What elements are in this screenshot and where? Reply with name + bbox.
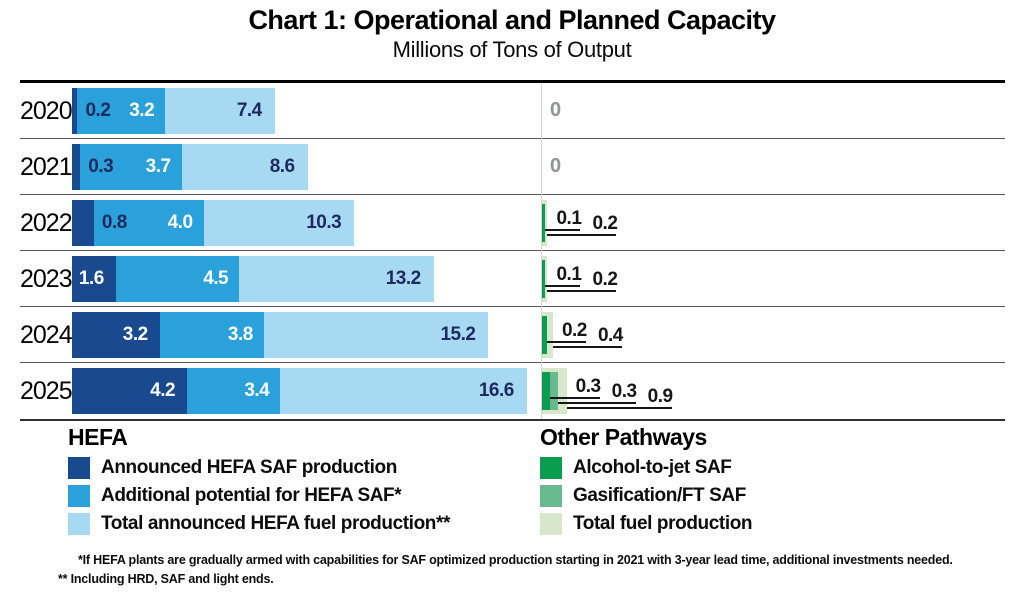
bar-value-label: 3.2: [129, 100, 155, 121]
legend-hefa-heading: HEFA: [68, 424, 128, 450]
other-value-label: 0.4: [597, 325, 623, 346]
bar-value-label: 3.8: [227, 324, 253, 345]
footnote-including-hrd: ** Including HRD, SAF and light ends.: [58, 572, 274, 586]
additional-hefa-swatch: [68, 484, 90, 507]
other-value-label: 0.3: [575, 376, 601, 397]
hefa-additional-bar: [72, 200, 204, 246]
bar-value-label: 0.8: [101, 212, 127, 233]
bar-value-label: 15.2: [440, 324, 476, 345]
other-value-label: 0.1: [556, 264, 582, 285]
atj-bar: [542, 204, 545, 242]
label-leader-line: [544, 229, 581, 231]
year-label: 2023: [20, 264, 73, 293]
legend-hefa: HEFA Announced HEFA SAF production Addit…: [68, 424, 450, 540]
label-leader-line: [552, 346, 622, 348]
legend-other-heading: Other Pathways: [540, 424, 707, 450]
total-hefa-swatch: [68, 512, 90, 535]
bar-value-label: 13.2: [385, 268, 421, 289]
chart-area: 2020 0.2 3.2 7.4 0 2021 0.3 3.7 8.6 0 2022 0.8 4.0 10…: [20, 80, 1005, 421]
year-label: 2021: [20, 152, 73, 181]
other-value-label: 0.9: [647, 386, 673, 407]
legend-item-hefa-total: Total announced HEFA fuel production**: [68, 512, 450, 535]
chart-subtitle: Millions of Tons of Output: [392, 37, 632, 62]
atj-bar: [542, 372, 551, 410]
hefa-additional-bar: [72, 88, 166, 134]
bar-value-label: 16.6: [478, 380, 514, 401]
label-leader-line: [547, 290, 617, 292]
year-label: 2025: [20, 376, 73, 405]
legend-item-announced: Announced HEFA SAF production: [68, 456, 450, 479]
other-value-label: 0.2: [592, 269, 618, 290]
bar-value-label: 1.6: [78, 268, 104, 289]
chart-row-2023: 2023 1.6 4.5 13.2 0.1 0.2: [20, 251, 1005, 307]
gasification-bar: [550, 372, 559, 410]
legend-item-label: Total announced HEFA fuel production**: [101, 512, 450, 534]
bar-value-label: 0.3: [88, 156, 114, 177]
year-label: 2020: [20, 96, 73, 125]
hefa-announced-bar: [72, 368, 188, 414]
chart-row-2022: 2022 0.8 4.0 10.3 0.1 0.2: [20, 195, 1005, 251]
gasification-swatch: [540, 484, 562, 507]
bar-value-label: 3.7: [145, 156, 171, 177]
label-leader-line: [547, 234, 617, 236]
total-fuel-bar: [542, 312, 553, 358]
hefa-announced-bar: [72, 200, 94, 246]
total-fuel-swatch: [540, 512, 562, 535]
hefa-announced-bar: [72, 312, 160, 358]
hefa-additional-bar: [72, 144, 182, 190]
atj-bar: [542, 260, 545, 298]
alcohol-to-jet-swatch: [540, 456, 562, 479]
bar-value-label: 4.0: [167, 212, 193, 233]
legend-item-label: Additional potential for HEFA SAF*: [101, 484, 402, 506]
other-pathways-zero-label: 0: [550, 99, 562, 121]
legend-item-atj: Alcohol-to-jet SAF: [540, 456, 752, 479]
chart-row-2024: 2024 3.2 3.8 15.2 0.2 0.4: [20, 307, 1005, 363]
label-leader-line: [547, 341, 586, 343]
announced-hefa-swatch: [68, 456, 90, 479]
bar-value-label: 0.2: [85, 100, 111, 121]
bar-value-label: 3.4: [244, 380, 270, 401]
legend-item-additional: Additional potential for HEFA SAF*: [68, 484, 450, 507]
bar-value-label: 8.6: [269, 156, 295, 177]
label-leader-line: [544, 285, 581, 287]
total-fuel-bar: [542, 200, 548, 246]
other-value-label: 0.3: [611, 381, 637, 402]
atj-bar: [542, 316, 548, 354]
chart-title: Chart 1: Operational and Planned Capacit…: [248, 5, 776, 35]
legend-item-label: Alcohol-to-jet SAF: [573, 456, 732, 478]
year-label: 2024: [20, 320, 73, 349]
center-divider-line: [541, 83, 542, 419]
other-value-label: 0.2: [561, 320, 587, 341]
bar-value-label: 4.5: [203, 268, 229, 289]
chart-row-2020: 2020 0.2 3.2 7.4 0: [20, 83, 1005, 139]
bar-value-label: 7.4: [236, 100, 262, 121]
bar-value-label: 4.2: [150, 380, 176, 401]
other-pathways-zero-label: 0: [550, 155, 562, 177]
chart-row-2021: 2021 0.3 3.7 8.6 0: [20, 139, 1005, 195]
year-label: 2022: [20, 208, 73, 237]
legend-other-pathways: Other Pathways Alcohol-to-jet SAF Gasifi…: [540, 424, 753, 540]
total-fuel-bar: [542, 256, 548, 302]
legend-item-label: Total fuel production: [573, 512, 753, 534]
other-value-label: 0.2: [592, 213, 618, 234]
bar-value-label: 3.2: [122, 324, 148, 345]
legend-item-total-fuel: Total fuel production: [540, 512, 753, 535]
label-leader-line: [566, 407, 672, 409]
label-leader-line: [550, 397, 600, 399]
hefa-announced-bar: [72, 256, 116, 302]
legend-item-label: Announced HEFA SAF production: [101, 456, 397, 478]
bar-value-label: 10.3: [306, 212, 342, 233]
hefa-announced-bar: [72, 144, 81, 190]
other-value-label: 0.1: [556, 208, 582, 229]
label-leader-line: [558, 402, 636, 404]
chart-row-2025: 2025 4.2 3.4 16.6 0.3 0.3 0.9: [20, 363, 1005, 419]
footnote-saf-optimized: *If HEFA plants are gradually armed with…: [78, 553, 953, 567]
hefa-announced-bar: [72, 88, 78, 134]
legend-item-label: Gasification/FT SAF: [573, 484, 746, 506]
legend-item-gasification: Gasification/FT SAF: [540, 484, 752, 507]
